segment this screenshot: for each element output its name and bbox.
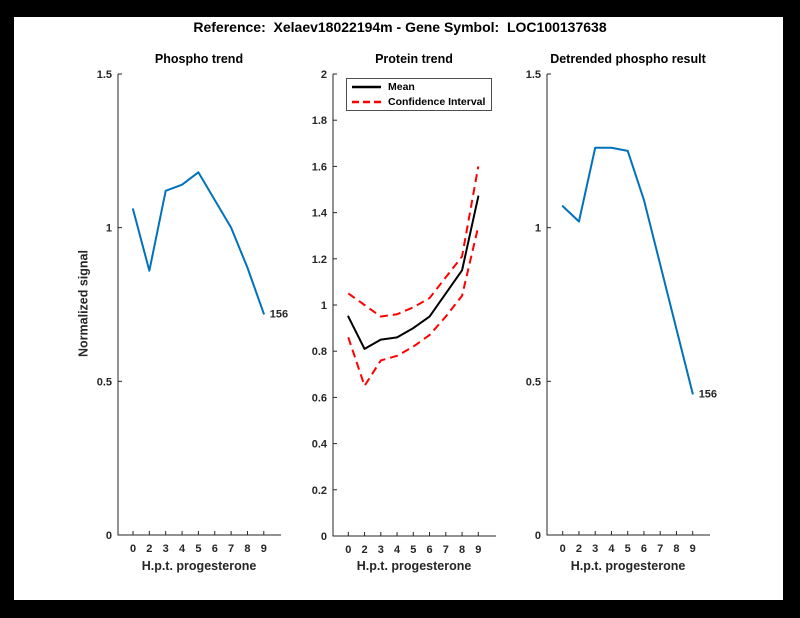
y-tick-label: 1.5 bbox=[97, 69, 112, 81]
y-tick-label: 1 bbox=[535, 223, 541, 235]
x-tick-label: 0 bbox=[345, 544, 351, 556]
x-tick-label: 8 bbox=[673, 543, 679, 555]
x-tick-label: 0 bbox=[130, 543, 136, 555]
y-tick-label: 0.8 bbox=[312, 346, 327, 358]
x-tick-label: 2 bbox=[576, 543, 582, 555]
phospho-trend-line bbox=[132, 171, 265, 315]
y-tick-label: 0 bbox=[321, 531, 327, 543]
axes-lines bbox=[332, 74, 496, 537]
x-axis-label-2: H.p.t. progesterone bbox=[356, 559, 472, 573]
x-tick-label: 9 bbox=[690, 543, 696, 555]
y-tick-label: 1.4 bbox=[312, 208, 328, 220]
y-tick-label: 1.6 bbox=[312, 161, 327, 173]
x-tick-label: 5 bbox=[410, 544, 416, 556]
legend: Mean Confidence Interval bbox=[346, 78, 492, 111]
y-tick-label: 1 bbox=[106, 223, 112, 235]
x-tick-label: 2 bbox=[361, 544, 367, 556]
end-point-label: 156 bbox=[699, 389, 717, 401]
x-tick-label: 6 bbox=[212, 543, 218, 555]
x-tick-label: 3 bbox=[378, 544, 384, 556]
figure-canvas bbox=[14, 17, 783, 600]
x-tick-label: 3 bbox=[592, 543, 598, 555]
legend-label-mean: Mean bbox=[388, 81, 415, 93]
x-tick-label: 6 bbox=[641, 543, 647, 555]
y-tick-label: 1.2 bbox=[312, 254, 327, 266]
y-tick-label: 1.5 bbox=[526, 69, 541, 81]
x-tick-label: 9 bbox=[261, 543, 267, 555]
legend-item-mean: Mean bbox=[347, 80, 491, 94]
y-tick-label: 0 bbox=[106, 530, 112, 542]
ci-lower-line bbox=[347, 226, 480, 387]
y-tick-label: 0 bbox=[535, 530, 541, 542]
x-tick-label: 9 bbox=[475, 544, 481, 556]
subplot-title-protein-trend: Protein trend bbox=[375, 52, 453, 66]
confidence-interval-line-sample-icon bbox=[352, 100, 381, 104]
axes-lines bbox=[546, 74, 710, 536]
figure-title: Reference: Xelaev18022194m - Gene Symbol… bbox=[193, 19, 607, 35]
x-axis-label-1: H.p.t. progesterone bbox=[141, 559, 257, 573]
x-tick-label: 4 bbox=[608, 543, 615, 555]
y-tick-label: 1.8 bbox=[312, 115, 327, 127]
subplot-title-phospho-trend: Phospho trend bbox=[154, 52, 244, 66]
x-tick-label: 5 bbox=[195, 543, 201, 555]
mean-line bbox=[347, 195, 480, 350]
x-tick-label: 7 bbox=[443, 544, 449, 556]
subplot-title-detrended-result: Detrended phospho result bbox=[550, 52, 706, 66]
x-tick-label: 4 bbox=[394, 544, 401, 556]
x-tick-label: 6 bbox=[426, 544, 432, 556]
x-axis-label-3: H.p.t. progesterone bbox=[570, 559, 686, 573]
x-tick-label: 5 bbox=[625, 543, 631, 555]
ci-upper-line bbox=[347, 166, 480, 318]
y-tick-label: 1 bbox=[321, 300, 327, 312]
x-tick-label: 8 bbox=[244, 543, 250, 555]
mean-line-sample-icon bbox=[352, 85, 381, 89]
axes-lines bbox=[117, 74, 281, 536]
y-tick-label: 0.6 bbox=[312, 392, 327, 404]
y-axis-label-normalized-signal: Normalized signal bbox=[76, 250, 91, 357]
detrended-phospho-line bbox=[561, 146, 694, 395]
y-tick-label: 0.4 bbox=[312, 439, 328, 451]
end-point-label: 156 bbox=[270, 309, 288, 321]
y-tick-label: 0.5 bbox=[97, 376, 112, 388]
y-tick-label: 2 bbox=[321, 69, 327, 81]
x-tick-label: 4 bbox=[179, 543, 186, 555]
legend-item-confidence-interval: Confidence Interval bbox=[347, 95, 491, 109]
x-tick-label: 3 bbox=[163, 543, 169, 555]
y-tick-label: 0.5 bbox=[526, 376, 541, 388]
x-tick-label: 8 bbox=[459, 544, 465, 556]
legend-label-confidence-interval: Confidence Interval bbox=[388, 96, 486, 108]
x-tick-label: 7 bbox=[228, 543, 234, 555]
x-tick-label: 7 bbox=[657, 543, 663, 555]
x-tick-label: 2 bbox=[146, 543, 152, 555]
x-tick-label: 0 bbox=[560, 543, 566, 555]
y-tick-label: 0.2 bbox=[312, 485, 327, 497]
subplot-2: 00.20.40.60.811.21.41.61.820 2 3 4 5 6 7 8 9 bbox=[312, 69, 496, 556]
